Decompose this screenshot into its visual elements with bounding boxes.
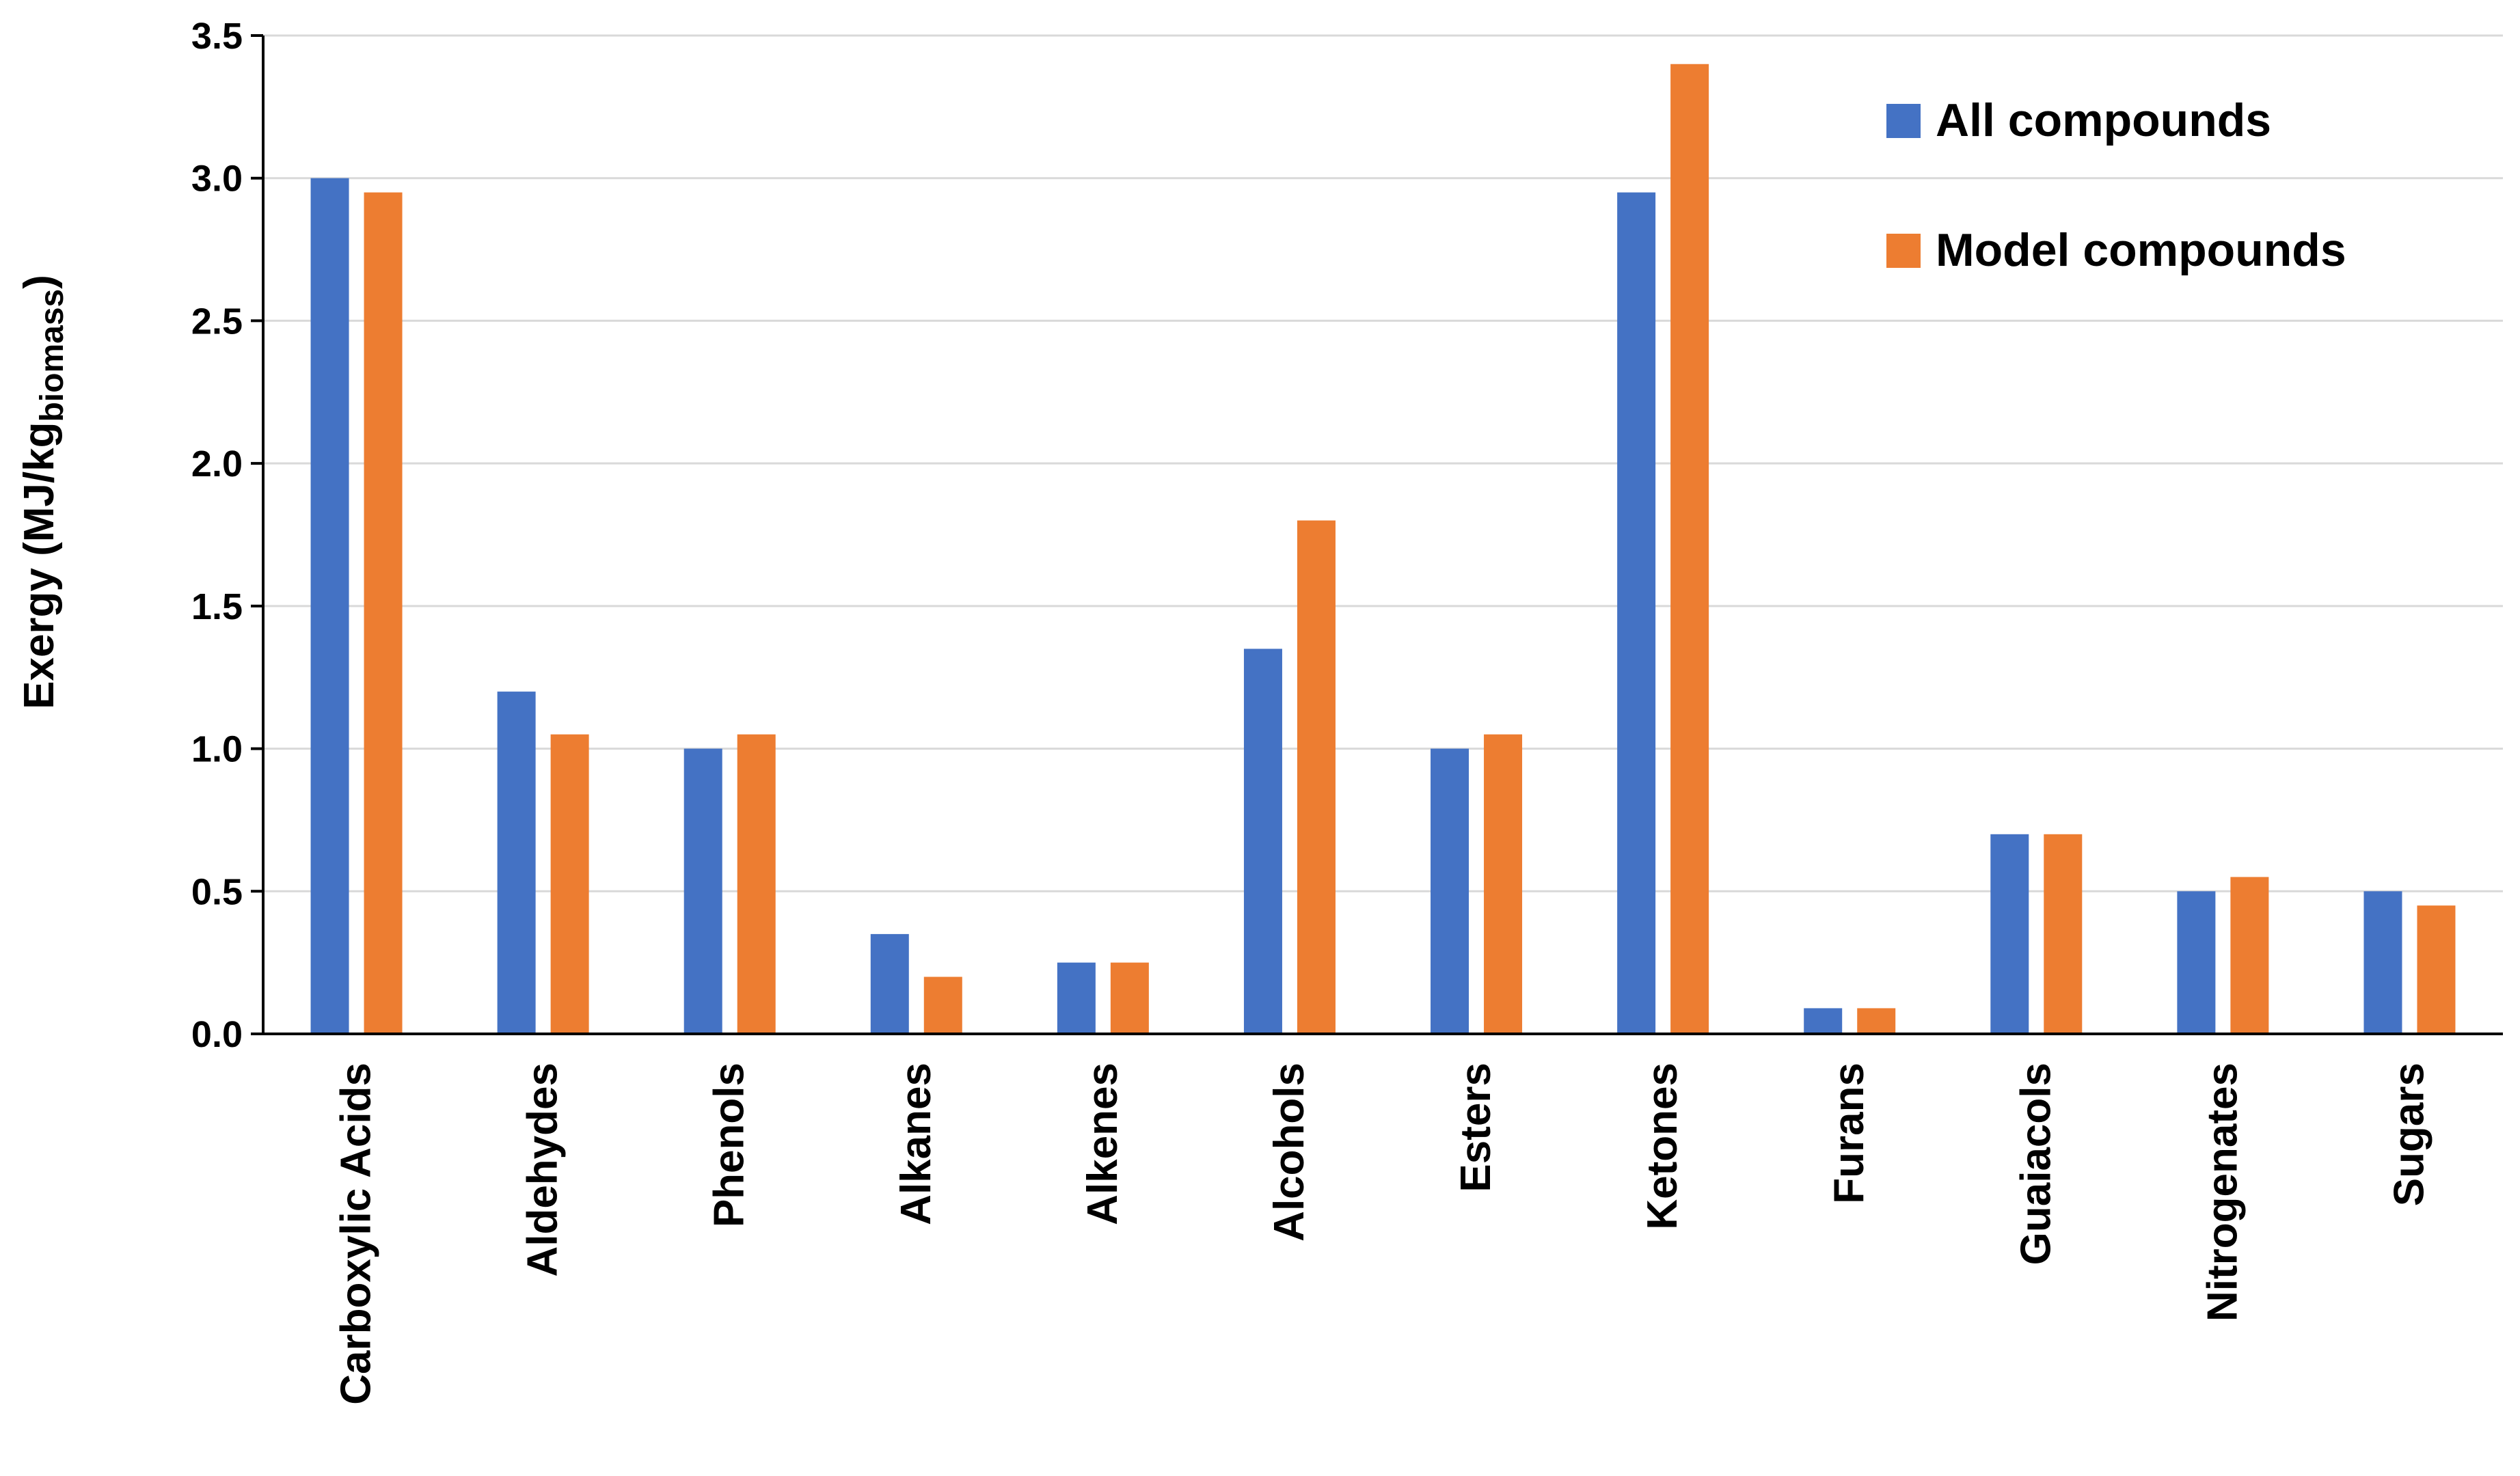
- x-tick-label: Alcohols: [1266, 1063, 1313, 1242]
- y-axis-title: Exergy (MJ/kgbiomass): [16, 275, 70, 709]
- bar-model-compounds: [2044, 834, 2083, 1034]
- bar-model-compounds: [2417, 905, 2456, 1034]
- x-tick-label: Alkanes: [893, 1063, 940, 1225]
- bar-all-compounds: [1243, 648, 1282, 1034]
- x-tick-label: Esters: [1452, 1063, 1500, 1192]
- bar-model-compounds: [550, 734, 589, 1034]
- y-tick-label: 1.0: [191, 729, 243, 770]
- bar-all-compounds: [2177, 891, 2216, 1034]
- y-axis-title-subscript: biomass: [34, 289, 70, 422]
- bar-all-compounds: [2363, 891, 2402, 1034]
- bar-model-compounds: [923, 976, 962, 1034]
- bar-all-compounds: [1617, 192, 1656, 1035]
- bar-all-compounds: [1057, 962, 1096, 1034]
- bar-model-compounds: [1857, 1008, 1896, 1034]
- bars: [310, 64, 2456, 1035]
- x-tick-labels: Carboxylic Acids Aldehydes Phenols Alkanes A…: [333, 1063, 2433, 1405]
- y-axis-title-close: ): [16, 275, 63, 289]
- x-tick-label: Guaiacols: [2012, 1063, 2059, 1265]
- x-tick-label: Alkenes: [1079, 1063, 1126, 1225]
- bar-all-compounds: [1431, 748, 1469, 1034]
- x-tick-label: Furans: [1826, 1063, 1873, 1204]
- legend: All compounds Model compounds: [1886, 94, 2346, 276]
- y-axis-title-main: Exergy (MJ/kg: [16, 422, 63, 709]
- bar-model-compounds: [737, 734, 776, 1034]
- y-tick-label: 3.0: [191, 159, 243, 200]
- y-tick-label: 3.5: [191, 16, 243, 57]
- x-tick-label: Nitrogenates: [2199, 1063, 2246, 1322]
- bar-model-compounds: [1670, 64, 1709, 1034]
- y-tick-labels: 0.0 0.5 1.0 1.5 2.0 2.5 3.0 3.5: [191, 16, 263, 1055]
- bar-model-compounds: [2230, 877, 2269, 1034]
- bar-model-compounds: [1110, 962, 1149, 1034]
- legend-label: Model compounds: [1936, 224, 2346, 276]
- bar-all-compounds: [1990, 834, 2029, 1034]
- bar-all-compounds: [870, 933, 909, 1034]
- bar-all-compounds: [497, 692, 536, 1034]
- y-tick-label: 0.5: [191, 871, 243, 912]
- legend-swatch: [1886, 104, 1921, 138]
- bar-model-compounds: [364, 192, 403, 1035]
- x-tick-label: Aldehydes: [519, 1063, 567, 1277]
- x-tick-label: Carboxylic Acids: [333, 1063, 380, 1405]
- y-tick-label: 1.5: [191, 586, 243, 627]
- x-tick-label: Phenols: [706, 1063, 753, 1227]
- legend-label: All compounds: [1936, 94, 2271, 146]
- x-tick-label: Sugars: [2385, 1063, 2433, 1206]
- gridlines: [263, 34, 2503, 892]
- bar-all-compounds: [683, 748, 722, 1034]
- bar-model-compounds: [1297, 520, 1336, 1034]
- bar-model-compounds: [1484, 734, 1523, 1034]
- y-tick-label: 2.0: [191, 443, 243, 484]
- bar-all-compounds: [310, 178, 349, 1034]
- y-tick-label: 0.0: [191, 1014, 243, 1055]
- y-tick-label: 2.5: [191, 301, 243, 342]
- x-tick-label: Ketones: [1639, 1063, 1686, 1230]
- bar-all-compounds: [1804, 1008, 1843, 1034]
- legend-swatch: [1886, 234, 1921, 268]
